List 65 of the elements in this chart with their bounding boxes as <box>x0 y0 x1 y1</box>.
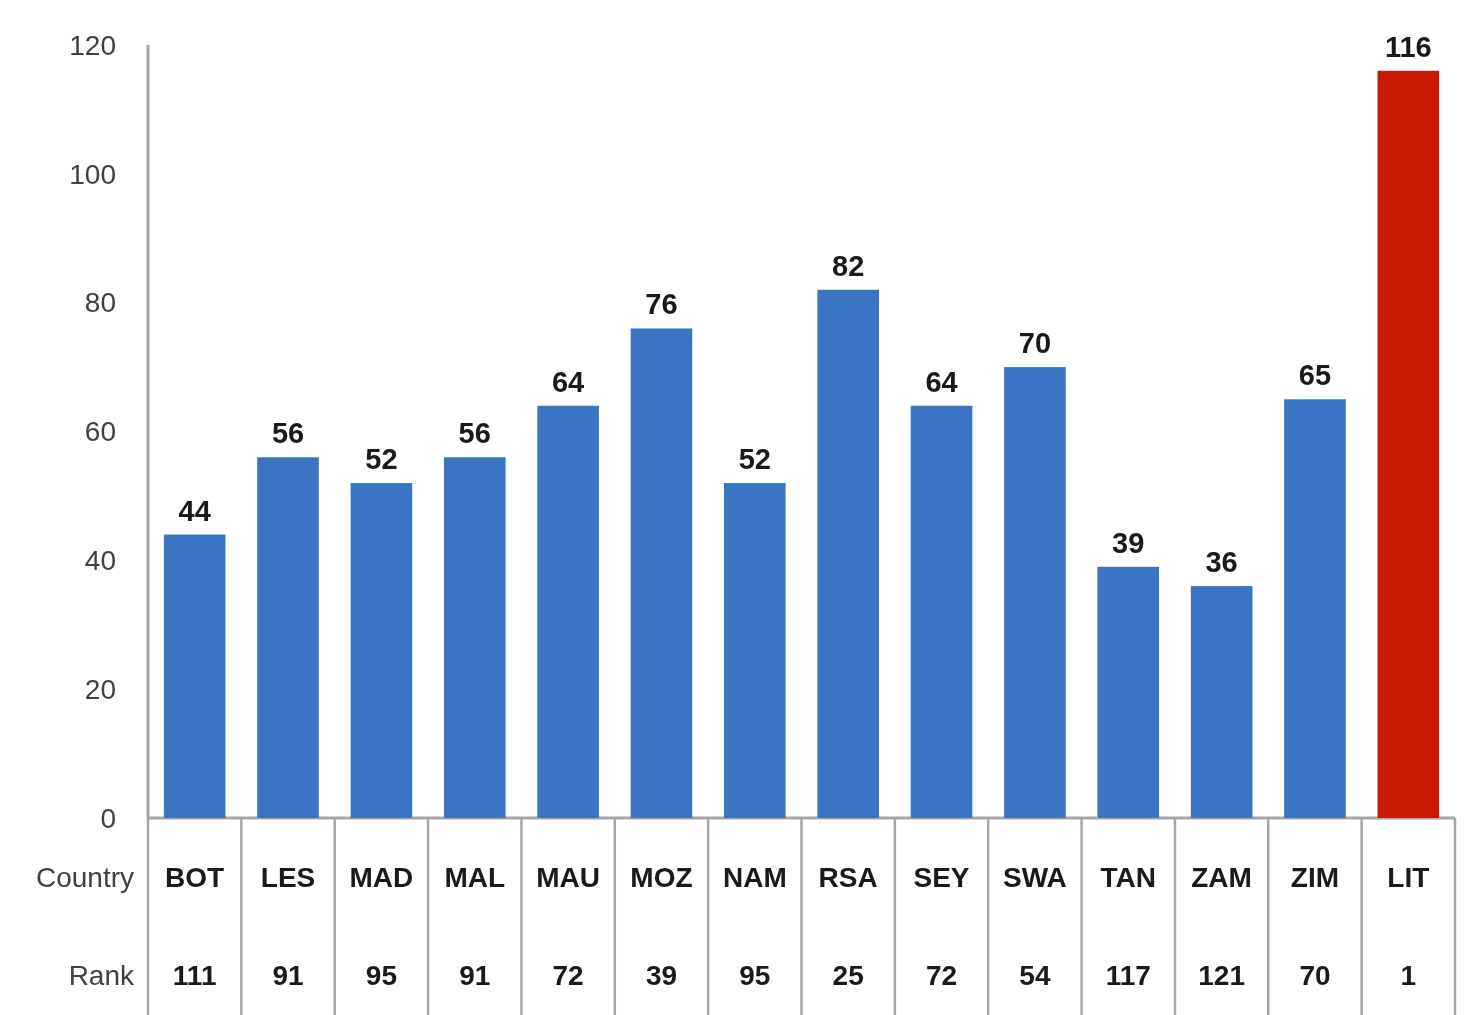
text: 70 <box>1299 959 1331 991</box>
bar <box>1004 367 1066 818</box>
x-tick-label: MAD <box>349 861 414 893</box>
data-label: 64 <box>551 365 585 398</box>
y-tick-label: 120 <box>69 29 116 61</box>
x-tick-label: LES <box>260 861 316 893</box>
text: 54 <box>1019 959 1051 991</box>
bar <box>537 405 599 818</box>
x-tick-label: SEY <box>913 861 970 893</box>
bar <box>724 483 786 818</box>
text: Rank <box>68 959 135 991</box>
data-label: 39 <box>1112 526 1145 559</box>
x-tick-label: NAM <box>722 861 787 893</box>
text: 95 <box>365 959 397 991</box>
text: 95 <box>739 959 771 991</box>
x-tick-label: SWA <box>1003 861 1067 893</box>
text: 25 <box>832 959 864 991</box>
text: 72 <box>552 959 584 991</box>
bar <box>1190 586 1253 818</box>
x-tick-label: ZIM <box>1290 861 1340 893</box>
x-tick-label: TAN <box>1100 861 1156 893</box>
text: 72 <box>925 959 958 991</box>
data-label: 52 <box>365 443 398 476</box>
text: 121 <box>1198 959 1245 991</box>
y-tick-label: 20 <box>84 673 116 705</box>
data-label: 65 <box>1298 359 1332 392</box>
text: 39 <box>645 959 678 991</box>
text: 1 <box>1400 959 1417 991</box>
bar <box>350 483 413 818</box>
y-tick-label: 80 <box>84 287 116 319</box>
x-tick-label: LIT <box>1387 861 1430 893</box>
data-label: 52 <box>738 443 771 476</box>
y-tick-label: 40 <box>84 545 116 577</box>
data-label: 76 <box>645 288 678 321</box>
bar <box>257 457 319 818</box>
x-tick-label: MOZ <box>630 861 693 893</box>
y-tick-label: 0 <box>100 802 116 834</box>
text: 91 <box>272 959 304 991</box>
data-label: 56 <box>271 417 305 450</box>
bar <box>910 405 973 818</box>
bar <box>163 534 226 818</box>
bar <box>1377 70 1440 818</box>
bar <box>817 289 879 818</box>
x-tick-label: BOT <box>165 861 225 893</box>
x-axis-title: Country <box>35 861 134 893</box>
bar <box>630 328 693 818</box>
x-tick-label: ZAM <box>1191 861 1252 893</box>
bar <box>1097 566 1160 818</box>
data-label: 56 <box>458 417 491 450</box>
text: 91 <box>459 959 491 991</box>
text: 117 <box>1105 959 1151 991</box>
data-label: 64 <box>925 365 958 398</box>
bar <box>1284 399 1346 818</box>
data-label: 70 <box>1018 327 1052 360</box>
y-tick-label: 100 <box>69 158 116 190</box>
bar <box>443 457 506 818</box>
data-label: 44 <box>178 494 211 527</box>
data-label: 36 <box>1205 546 1238 579</box>
x-tick-label: MAL <box>444 861 506 893</box>
y-tick-label: 60 <box>84 416 116 448</box>
data-label: 82 <box>832 249 865 282</box>
x-tick-label: RSA <box>818 861 878 893</box>
x-tick-label: MAU <box>536 861 600 893</box>
text: 111 <box>172 959 217 991</box>
data-label: 116 <box>1384 30 1432 63</box>
